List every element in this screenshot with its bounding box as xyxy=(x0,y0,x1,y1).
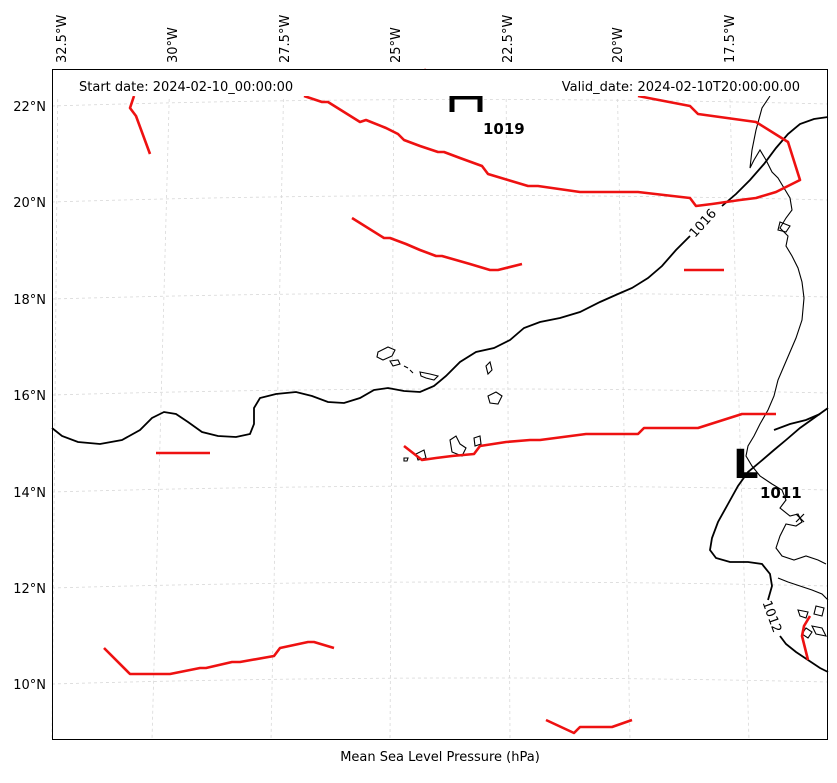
meridian-20w xyxy=(616,68,631,741)
high-pressure-value: 1019 xyxy=(483,120,525,138)
front-south-segment xyxy=(545,718,633,735)
map-caption: Mean Sea Level Pressure (hPa) xyxy=(340,750,540,765)
isobar-label-1016: 1016 xyxy=(687,206,720,241)
high-center-glyph xyxy=(449,94,483,112)
parallel-16n xyxy=(51,388,829,396)
parallel-10n xyxy=(51,677,829,685)
lat-label-10n: 10°N xyxy=(13,678,46,693)
isobar-label-1012: 1012 xyxy=(759,599,784,635)
latitude-labels: 22°N 20°N 18°N 16°N 14°N 12°N 10°N xyxy=(13,100,46,693)
meridian-25w xyxy=(389,68,395,741)
lat-label-12n: 12°N xyxy=(13,582,46,597)
parallel-22n xyxy=(51,99,829,107)
lon-label-30w: 30°W xyxy=(166,27,181,63)
lon-label-32-5w: 32.5°W xyxy=(55,15,70,63)
lon-label-20w: 20°W xyxy=(611,27,626,63)
parallel-18n xyxy=(51,292,829,300)
valid-date-label: Valid_date: 2024-02-10T20:00:00.00 xyxy=(562,80,800,95)
high-center-marker xyxy=(452,96,480,112)
lon-label-27-5w: 27.5°W xyxy=(278,15,293,63)
lat-label-16n: 16°N xyxy=(13,389,46,404)
coastline-africa xyxy=(745,95,829,639)
high-pressure-center: 1019 xyxy=(449,94,525,138)
lon-label-17-5w: 17.5°W xyxy=(723,15,738,63)
front-southern-long xyxy=(403,412,776,462)
meridian-27-5w xyxy=(270,68,285,741)
front-north-arc-main xyxy=(303,94,802,208)
front-northwest-segment xyxy=(128,95,152,155)
isobar-1016 xyxy=(51,116,829,445)
graticule xyxy=(51,68,829,741)
meridian-17-5w xyxy=(728,68,750,741)
lat-label-20n: 20°N xyxy=(13,196,46,211)
meridian-30w xyxy=(151,68,171,741)
front-lines xyxy=(103,68,812,735)
low-pressure-letter: L xyxy=(733,442,759,488)
low-pressure-value: 1011 xyxy=(760,484,802,502)
lat-label-14n: 14°N xyxy=(13,486,46,501)
longitude-labels: 32.5°W 30°W 27.5°W 25°W 22.5°W 20°W 17.5… xyxy=(55,15,738,63)
lon-label-22-5w: 22.5°W xyxy=(501,15,516,63)
lat-label-22n: 22°N xyxy=(13,100,46,115)
front-southwest-long xyxy=(103,640,335,676)
cape-verde-islands xyxy=(376,346,503,462)
front-central-arc xyxy=(351,216,523,272)
map-frame xyxy=(52,69,828,740)
header-band xyxy=(53,70,827,96)
low-pressure-center: L 1011 xyxy=(733,442,805,523)
parallel-20n xyxy=(51,195,829,203)
front-southeast-segment xyxy=(800,615,812,661)
start-date-label: Start date: 2024-02-10_00:00:00 xyxy=(79,80,293,95)
parallel-14n xyxy=(51,485,829,493)
lat-label-18n: 18°N xyxy=(13,293,46,308)
meridian-22-5w xyxy=(505,68,511,741)
low-center-cross xyxy=(795,513,805,523)
isobar-1012 xyxy=(709,407,829,673)
parallel-12n xyxy=(51,581,829,589)
lon-label-25w: 25°W xyxy=(389,27,404,63)
